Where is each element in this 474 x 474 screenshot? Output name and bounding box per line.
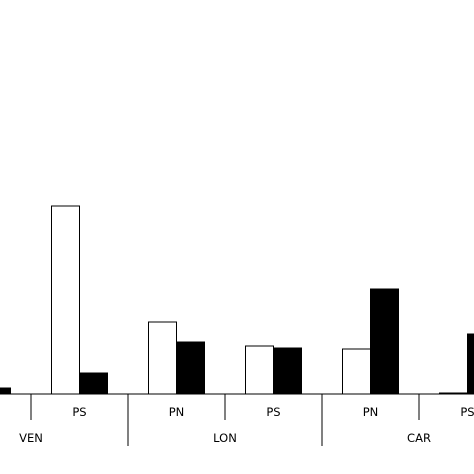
subcategory-label: PN — [363, 405, 379, 419]
subcategory-label: PN — [169, 405, 185, 419]
bar-lon-ps-series-2 — [273, 347, 302, 395]
bar-ven-ps-series-1 — [51, 205, 80, 395]
bars-layer — [0, 205, 474, 395]
subcategory-label: PS — [266, 405, 280, 419]
group-label-car: CAR — [407, 431, 431, 445]
bar-ven-na-series-2 — [0, 387, 11, 395]
bar-lon-pn-series-1 — [148, 321, 177, 395]
group-label-lon: LON — [213, 431, 237, 445]
subcategory-label: PS — [72, 405, 86, 419]
bar-car-ps-series-2 — [467, 333, 474, 395]
bar-car-pn-series-1 — [342, 348, 371, 395]
subcategory-label: PS — [460, 405, 474, 419]
labels-layer: PS VEN PN PS LON PN PS CAR — [19, 405, 474, 445]
bar-car-pn-series-2 — [370, 288, 399, 395]
bar-lon-pn-series-2 — [176, 341, 205, 395]
axes-layer — [0, 393, 474, 446]
bar-lon-ps-series-1 — [245, 345, 274, 395]
bar-ven-ps-series-2 — [79, 372, 108, 395]
group-label-ven: VEN — [19, 431, 43, 445]
